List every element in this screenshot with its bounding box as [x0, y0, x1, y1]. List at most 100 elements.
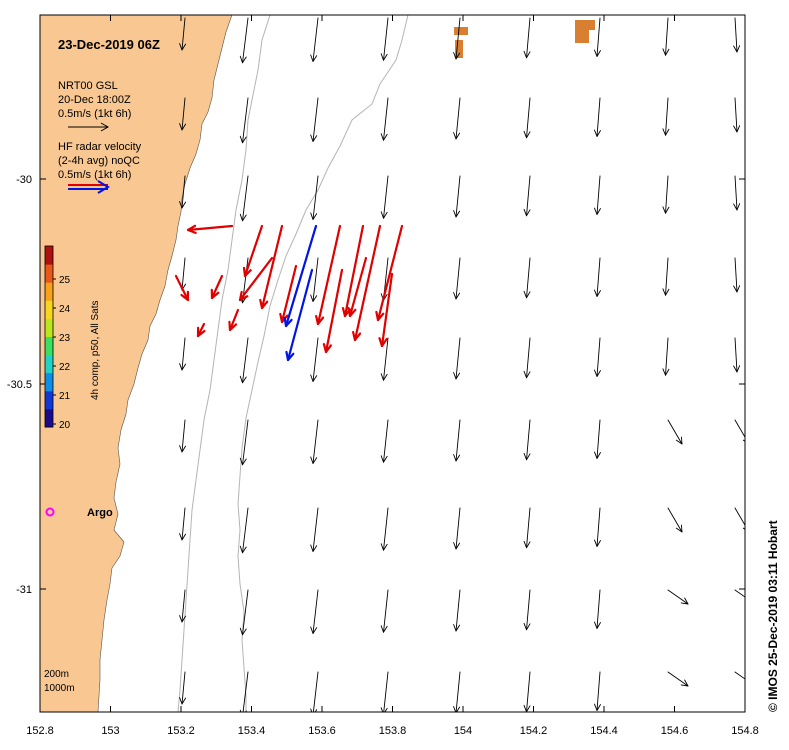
model-arrow [453, 507, 461, 550]
model-arrow [523, 337, 531, 379]
hf-radar-arrows [174, 224, 404, 362]
model-arrow [662, 257, 670, 296]
model-arrow [310, 337, 319, 382]
model-arrow [662, 17, 670, 56]
model-arrow [310, 257, 319, 302]
model-arrow [733, 97, 741, 133]
hf-radar-arrow [196, 322, 206, 338]
model-arrow [179, 175, 187, 209]
x-tick-label: 153 [101, 725, 119, 737]
model-arrow [239, 507, 249, 554]
model-arrow [453, 671, 461, 712]
x-tick-label: 152.8 [26, 725, 54, 737]
model-arrow [310, 507, 319, 552]
hf-radar-arrow [259, 224, 284, 310]
x-tick-label: 154.4 [590, 725, 618, 737]
model-arrow [380, 589, 389, 633]
radar-legend-line2: (2-4h avg) noQC [58, 155, 140, 167]
model-arrow [733, 257, 741, 293]
isobath-label-200m: 200m [44, 669, 69, 680]
model-arrow [733, 175, 741, 211]
model-arrow [380, 671, 389, 712]
model-arrow [453, 337, 461, 380]
hf-radar-arrow [378, 272, 394, 348]
model-arrow [662, 175, 670, 214]
colorbar-segment [45, 282, 53, 301]
sst-pixels [454, 20, 595, 58]
credit-text: © IMOS 25-Dec-2019 03:11 Hobart [766, 520, 780, 712]
model-arrow [523, 589, 531, 631]
model-arrow [310, 17, 319, 62]
hf-radar-arrow [242, 224, 264, 278]
model-arrow [453, 175, 461, 218]
model-arrow [380, 175, 389, 219]
colorbar-tick-label: 22 [59, 362, 71, 373]
model-arrow [380, 419, 389, 463]
model-arrow [662, 337, 670, 376]
colorbar-segment [45, 354, 53, 374]
model-arrow [239, 589, 249, 636]
model-arrow [310, 97, 319, 142]
argo-float-marker [45, 507, 55, 517]
isobath-label-1000m: 1000m [44, 683, 75, 694]
model-arrow [523, 97, 531, 139]
hf-radar-arrow [347, 256, 368, 318]
hf-radar-arrow [228, 308, 240, 332]
model-arrow [523, 175, 531, 217]
model-arrow [380, 507, 389, 551]
model-arrow [594, 671, 601, 711]
argo-label: Argo [87, 507, 113, 519]
model-arrow [733, 17, 741, 53]
hf-radar-arrow [238, 256, 274, 302]
model-arrow [179, 337, 187, 371]
model-arrow [594, 175, 601, 215]
model-arrow [523, 507, 531, 549]
model-arrow [310, 175, 319, 220]
isobath-1000m [237, 15, 409, 712]
model-arrow [239, 17, 249, 64]
model-arrow [453, 257, 461, 300]
radar-legend-arrow [68, 180, 110, 194]
model-arrow [239, 337, 249, 384]
colorbar-tick-label: 24 [59, 304, 71, 315]
colorbar-segment [45, 264, 53, 283]
x-tick-label: 154 [454, 725, 472, 737]
x-tick-label: 153.8 [379, 725, 407, 737]
map-title: 23-Dec-2019 06Z [58, 37, 160, 52]
model-arrow [380, 97, 389, 141]
colorbar-tick-label: 25 [59, 275, 71, 286]
model-arrow [734, 507, 745, 530]
x-tick-label: 153.6 [308, 725, 336, 737]
model-arrow [594, 589, 601, 629]
model-arrow [734, 419, 745, 442]
x-tick-label: 153.4 [238, 725, 266, 737]
model-arrow [239, 419, 249, 466]
colorbar-segment [45, 300, 53, 319]
model-arrow [523, 257, 531, 299]
colorbar-tick-label: 20 [59, 420, 71, 431]
model-arrow [239, 671, 249, 712]
model-arrow [453, 419, 461, 462]
model-arrow [310, 589, 319, 634]
model-arrow [667, 419, 683, 445]
model-arrow [453, 589, 461, 632]
model-arrow [662, 97, 670, 136]
model-arrow [179, 17, 187, 51]
hf-radar-arrow [351, 224, 382, 342]
model-arrow [594, 507, 601, 547]
hf-radar-arrow [315, 224, 342, 326]
model-arrow [239, 97, 249, 144]
model-arrow [380, 17, 389, 61]
hf-radar-arrow [375, 224, 404, 322]
colorbar-label: 4h comp, p50, All Sats [90, 300, 101, 400]
model-arrow [179, 589, 187, 623]
radar-legend-scale: 0.5m/s (1kt 6h) [58, 169, 131, 181]
model-arrow [239, 175, 249, 222]
colorbar-segment [45, 408, 53, 428]
hf-radar-arrow [322, 268, 344, 354]
model-arrow [734, 671, 745, 680]
colorbar-segment [45, 336, 53, 356]
model-arrow [594, 17, 601, 57]
isobath-200m [177, 15, 271, 712]
